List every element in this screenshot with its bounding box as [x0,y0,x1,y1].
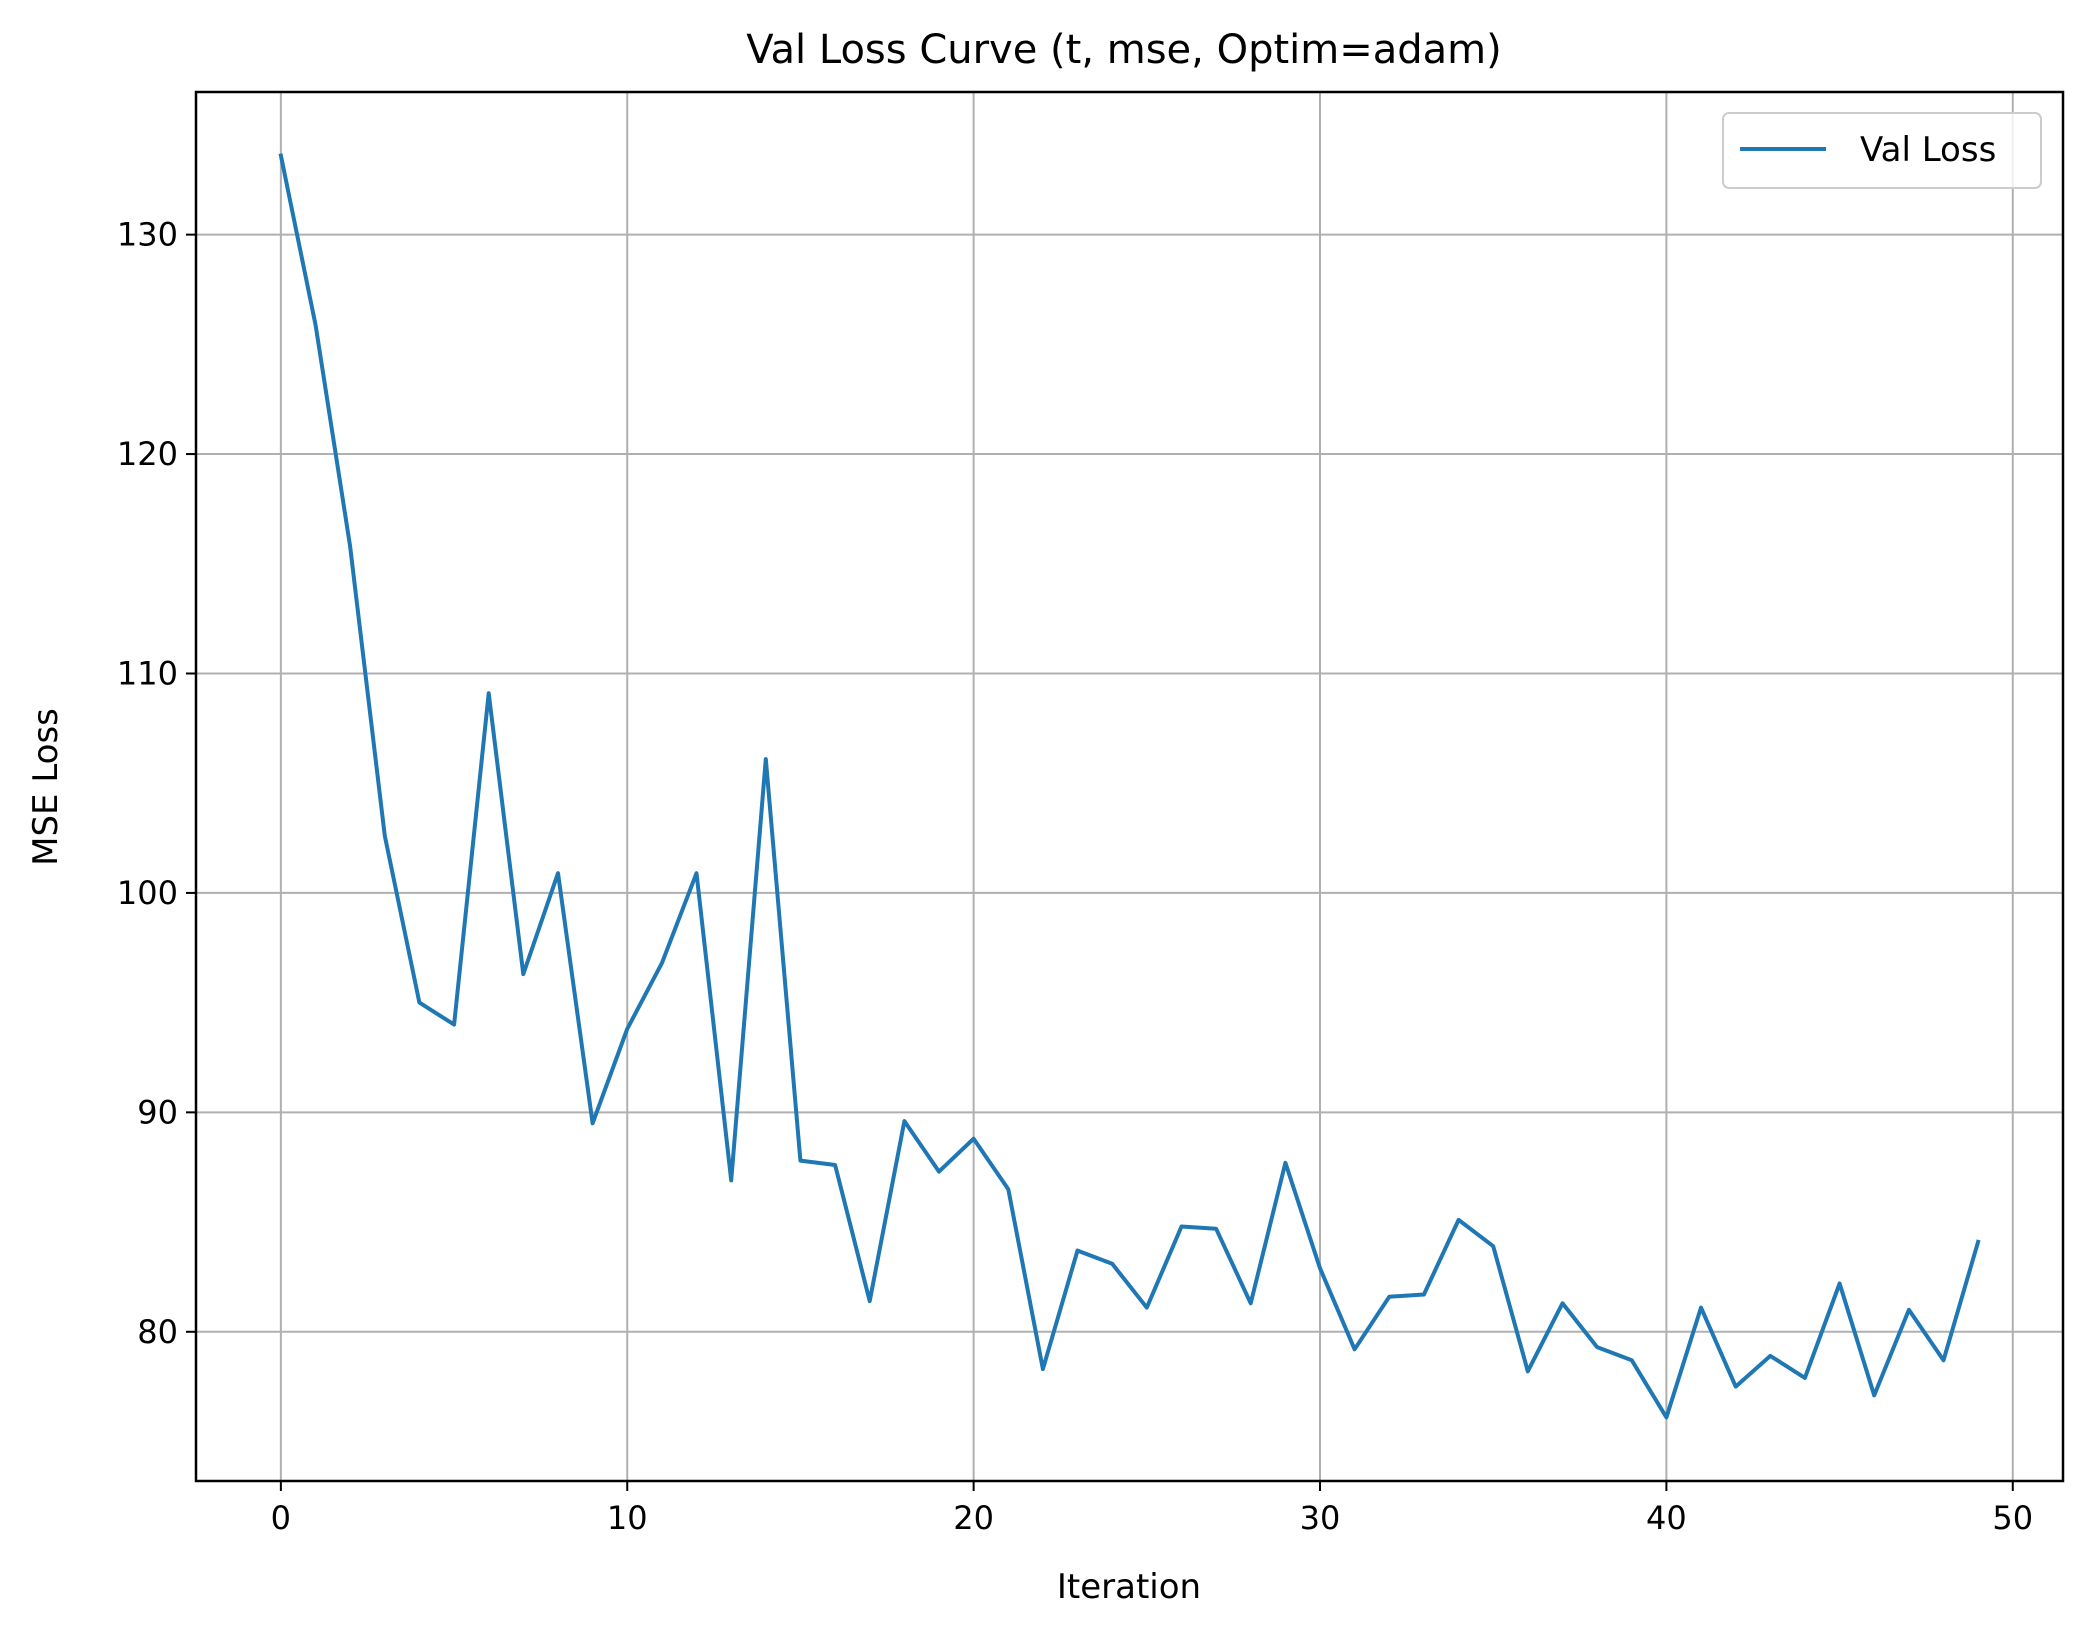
chart-title: Val Loss Curve (t, mse, Optim=adam) [746,27,1501,73]
y-tick-label: 120 [117,435,178,473]
legend-box [1722,112,2042,189]
y-axis-label: MSE Loss [26,708,66,866]
x-axis-label: Iteration [1057,1567,1201,1607]
series-line-val-loss [278,153,1981,1420]
legend: Val Loss [1722,112,2042,189]
grid [196,92,2063,1481]
y-tick-label: 90 [137,1093,178,1131]
x-tick-label: 30 [1300,1499,1341,1537]
y-tick-label: 110 [117,654,178,692]
x-tick-label: 20 [953,1499,994,1537]
y-tick-label: 130 [117,216,178,254]
x-tick-label: 40 [1646,1499,1687,1537]
plot-frame [194,90,2065,1483]
y-tick-label: 100 [117,874,178,912]
ticks: 0 10 20 30 40 50 80 90 100 110 120 130 [117,216,2033,1537]
x-tick-label: 0 [271,1499,291,1537]
series-layer [278,153,1981,1420]
y-tick-label: 80 [137,1313,178,1351]
legend-label: Val Loss [1860,130,1996,170]
x-tick-label: 50 [1992,1499,2033,1537]
x-tick-label: 10 [607,1499,648,1537]
